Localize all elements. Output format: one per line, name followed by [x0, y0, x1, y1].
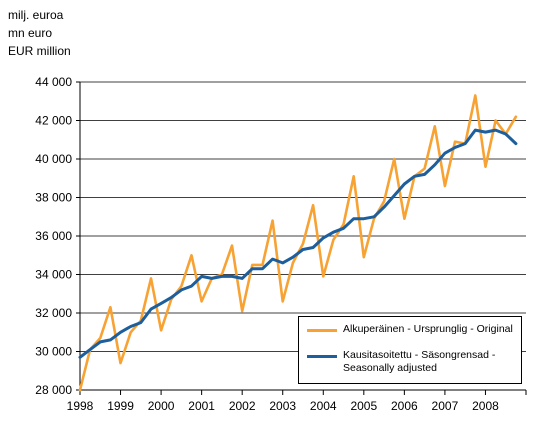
- y-tick-label: 32 000: [35, 306, 72, 320]
- x-tick-label: 2000: [148, 399, 175, 413]
- legend-label-seasonally-adjusted: Kausitasoitettu - Säsongrensad - Seasona…: [343, 349, 496, 374]
- x-tick-label: 2005: [350, 399, 377, 413]
- x-tick-label: 2007: [432, 399, 459, 413]
- legend-swatch-original: [307, 329, 337, 332]
- chart-legend: Alkuperäinen - Ursprunglig - Original Ka…: [298, 316, 522, 384]
- x-tick-label: 2001: [188, 399, 215, 413]
- legend-label-original: Alkuperäinen - Ursprunglig - Original: [343, 323, 513, 335]
- y-tick-label: 30 000: [35, 345, 72, 359]
- y-tick-label: 40 000: [35, 152, 72, 166]
- unit-label-en: EUR million: [8, 44, 71, 58]
- legend-swatch-seasonally-adjusted: [307, 355, 337, 358]
- unit-label-sv: mn euro: [8, 26, 53, 40]
- y-tick-label: 34 000: [35, 268, 72, 282]
- y-tick-label: 38 000: [35, 191, 72, 205]
- x-tick-label: 2002: [229, 399, 256, 413]
- legend-item-seasonally-adjusted: Kausitasoitettu - Säsongrensad - Seasona…: [307, 349, 513, 375]
- x-tick-label: 2004: [310, 399, 337, 413]
- x-tick-label: 1998: [67, 399, 94, 413]
- unit-label-fi: milj. euroa: [8, 8, 64, 22]
- y-tick-label: 44 000: [35, 75, 72, 89]
- series-line-seasonally-adjusted: [78, 128, 518, 359]
- x-tick-label: 2008: [472, 399, 499, 413]
- y-tick-label: 36 000: [35, 229, 72, 243]
- x-tick-label: 2003: [269, 399, 296, 413]
- legend-item-original: Alkuperäinen - Ursprunglig - Original: [307, 323, 513, 336]
- x-tick-label: 2006: [391, 399, 418, 413]
- y-tick-label: 42 000: [35, 114, 72, 128]
- x-tick-label: 1999: [107, 399, 134, 413]
- y-tick-label: 28 000: [35, 383, 72, 397]
